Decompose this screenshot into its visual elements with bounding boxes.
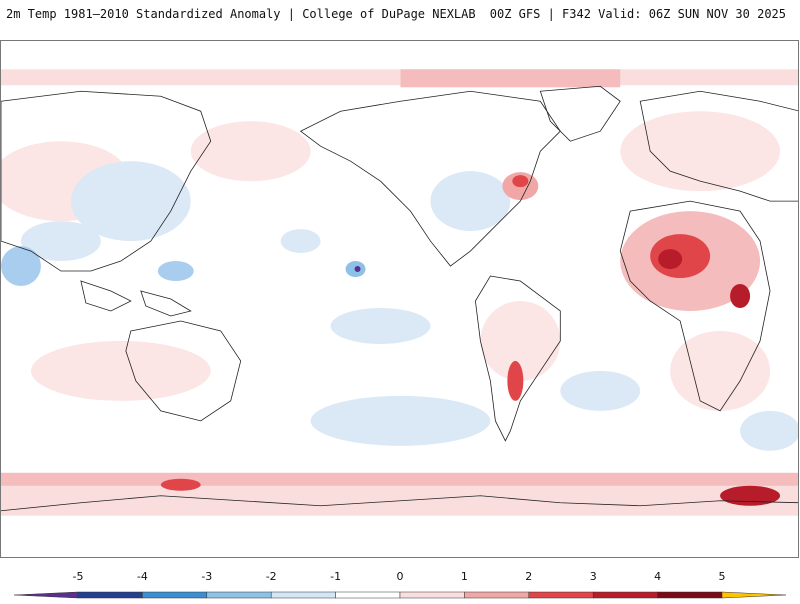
anomaly-field — [1, 69, 798, 516]
colorbar-tick-label: 2 — [525, 570, 533, 583]
colorbar-tick-label: -2 — [265, 570, 277, 583]
colorbar-segment — [270, 591, 336, 599]
colorbar-tick-label: 5 — [718, 570, 726, 583]
colorbar: -5 -4 -3 -2 -1 0 1 2 3 4 5 — [0, 570, 800, 600]
header: 2m Temp 1981–2010 Standardized Anomaly |… — [0, 0, 800, 30]
map-canvas — [1, 69, 798, 516]
model-valid-time: 00Z GFS | F342 Valid: 06Z SUN NOV 30 202… — [489, 7, 786, 21]
colorbar-tick-label: 3 — [589, 570, 597, 583]
colorbar-segment — [335, 591, 401, 599]
colorbar-segment — [592, 591, 658, 599]
colorbar-tick-label: -5 — [72, 570, 84, 583]
coastlines — [1, 85, 798, 512]
colorbar-max-extend — [721, 591, 787, 599]
colorbar-tick-label: -4 — [136, 570, 148, 583]
colorbar-tick-label: 4 — [654, 570, 662, 583]
colorbar-tick-label: 1 — [460, 570, 468, 583]
colorbar-tick-label: 0 — [396, 570, 404, 583]
map-title: 2m Temp 1981–2010 Standardized Anomaly |… — [6, 7, 476, 21]
colorbar-segment — [77, 591, 143, 599]
colorbar-tick-label: -3 — [201, 570, 213, 583]
colorbar-segment — [142, 591, 208, 599]
colorbar-min-extend — [13, 591, 79, 599]
colorbar-graphic — [13, 591, 787, 599]
colorbar-segment — [657, 591, 723, 599]
colorbar-segment — [464, 591, 530, 599]
colorbar-tick-label: -1 — [330, 570, 342, 583]
colorbar-segment — [399, 591, 465, 599]
anomaly-map[interactable] — [0, 40, 799, 558]
colorbar-segment — [206, 591, 272, 599]
colorbar-segment — [528, 591, 594, 599]
